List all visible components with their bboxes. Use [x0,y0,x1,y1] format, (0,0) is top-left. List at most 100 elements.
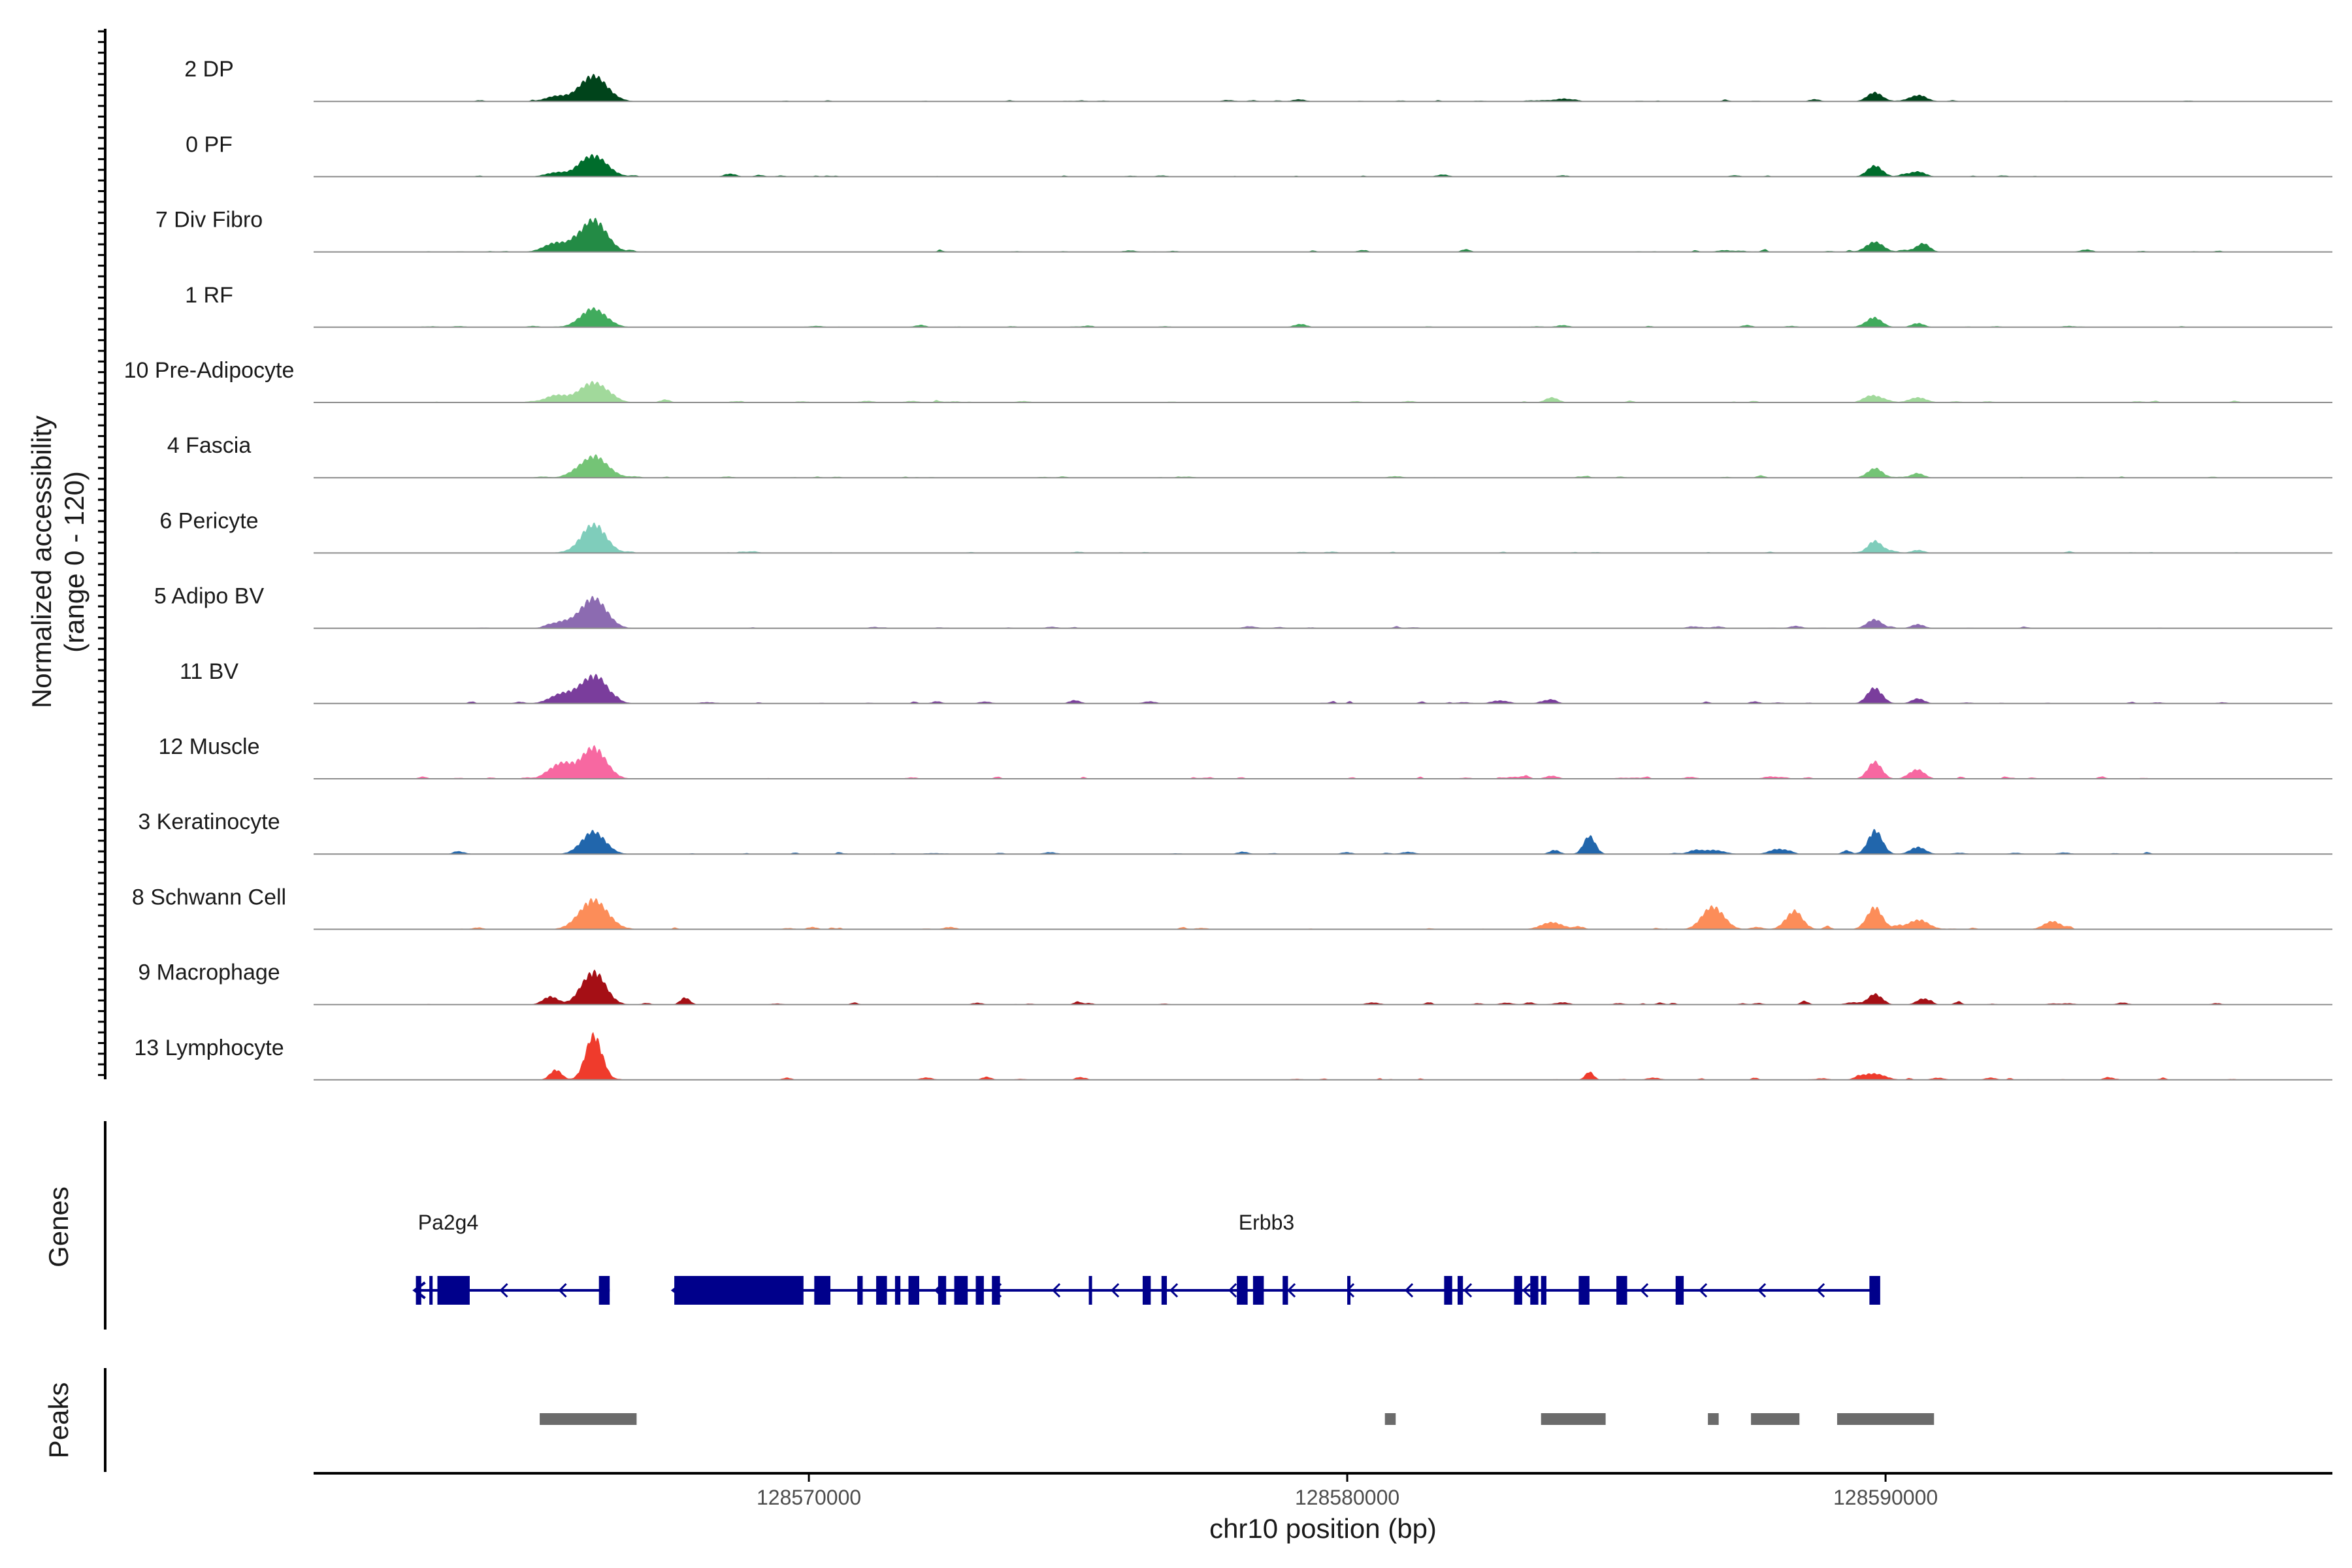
coverage-area [314,73,2332,102]
strand-arrow [1286,1282,1296,1298]
exon [1282,1276,1288,1305]
track-label: 9 Macrophage [138,960,280,985]
strand-arrow [499,1282,508,1298]
track-6-pericyte: 6 Pericyte [159,508,2332,554]
track-13-lymphocyte: 13 Lymphocyte [134,1032,2332,1081]
position-x-axis: 128570000 128580000 128590000 [757,1473,1938,1509]
strand-arrow [1051,1282,1061,1298]
track-label: 13 Lymphocyte [134,1036,284,1060]
strand-arrow [1169,1282,1179,1298]
track-5-adipo-bv: 5 Adipo BV [154,584,2332,629]
coverage-area [314,307,2332,327]
exon [416,1276,421,1305]
peak-region [540,1413,637,1425]
track-2-dp: 2 DP [184,57,2332,103]
gene-erbb3: Erbb3 [670,1211,1880,1305]
exon [876,1276,887,1305]
strand-arrow [1698,1282,1708,1298]
peak-region [1541,1413,1606,1425]
accessibility-y-axis [98,29,106,1079]
track-label: 5 Adipo BV [154,584,265,609]
track-label: 3 Keratinocyte [138,809,280,834]
exon [1142,1276,1151,1305]
exon [1675,1276,1684,1305]
coverage-tracks: 2 DP 0 PF 7 Div Fibro 1 RF 10 Pre-Adipocyte 4… [124,57,2332,1081]
y-axis-title: Normalized accessibility [26,416,57,708]
track-4-fascia: 4 Fascia [167,433,2332,479]
track-label: 12 Muscle [159,734,260,759]
exon [954,1276,968,1305]
track-label: 4 Fascia [167,433,252,458]
peak-region [1384,1413,1396,1425]
track-label: 7 Div Fibro [155,208,263,233]
track-label: 2 DP [184,57,234,82]
track-10-pre-adipocyte: 10 Pre-Adipocyte [124,358,2332,403]
track-label: 10 Pre-Adipocyte [124,358,295,383]
coverage-area [314,828,2332,855]
exon [992,1276,1000,1305]
track-1-rf: 1 RF [185,283,2332,328]
exon [938,1276,947,1305]
coverage-area [314,154,2332,177]
exon [1237,1276,1248,1305]
track-9-macrophage: 9 Macrophage [138,960,2332,1005]
exon [1541,1276,1546,1305]
track-3-keratinocyte: 3 Keratinocyte [138,809,2332,855]
x-tick-label: 128590000 [1833,1486,1938,1509]
exon [1514,1276,1522,1305]
strand-arrow [1639,1282,1649,1298]
track-label: 11 BV [180,659,238,684]
exon [1616,1276,1627,1305]
track-7-div-fibro: 7 Div Fibro [155,208,2332,253]
coverage-area [314,596,2332,629]
exon [894,1276,901,1305]
track-0-pf: 0 PF [186,132,2332,178]
coverage-area [314,674,2332,704]
exon [1161,1276,1168,1305]
exon [1252,1276,1264,1305]
exon [1347,1276,1351,1305]
coverage-area [314,969,2332,1005]
x-tick-label: 128580000 [1295,1486,1399,1509]
peaks-panel-title: Peaks [43,1382,74,1459]
exon [1578,1276,1590,1305]
coverage-area [314,745,2332,779]
x-axis-title: chr10 position (bp) [1209,1513,1437,1544]
coverage-area [314,898,2332,930]
track-8-schwann-cell: 8 Schwann Cell [132,885,2332,930]
exon [1869,1276,1880,1305]
peak-track [540,1413,1935,1425]
strand-arrow [1404,1282,1414,1298]
coverage-area [314,380,2332,402]
strand-arrow [1463,1282,1473,1298]
strand-arrow [1522,1282,1531,1298]
x-tick-label: 128570000 [757,1486,861,1509]
y-axis-range: (range 0 - 120) [59,471,90,653]
coverage-area [314,218,2332,252]
exon [857,1276,863,1305]
exon [1458,1276,1463,1305]
exon [598,1276,610,1305]
peak-region [1837,1413,1935,1425]
strand-arrow [1816,1282,1825,1298]
exon [975,1276,984,1305]
coverage-area [314,1032,2332,1080]
gene-label: Pa2g4 [418,1211,479,1234]
strand-arrow [1228,1282,1237,1298]
exon [814,1276,831,1305]
gene-pa2g4: Pa2g4 [412,1211,610,1305]
gene-annotation-track: Pa2g4 Erbb3 [412,1211,1880,1305]
exon [1444,1276,1452,1305]
strand-arrow [1110,1282,1120,1298]
exon [437,1276,470,1305]
coverage-area [314,522,2332,553]
track-label: 6 Pericyte [159,508,258,533]
exon [674,1276,804,1305]
track-12-muscle: 12 Muscle [159,734,2332,779]
exon [429,1276,433,1305]
strand-arrow [558,1282,567,1298]
peak-region [1708,1413,1719,1425]
track-label: 1 RF [185,283,233,308]
track-label: 8 Schwann Cell [132,885,286,909]
